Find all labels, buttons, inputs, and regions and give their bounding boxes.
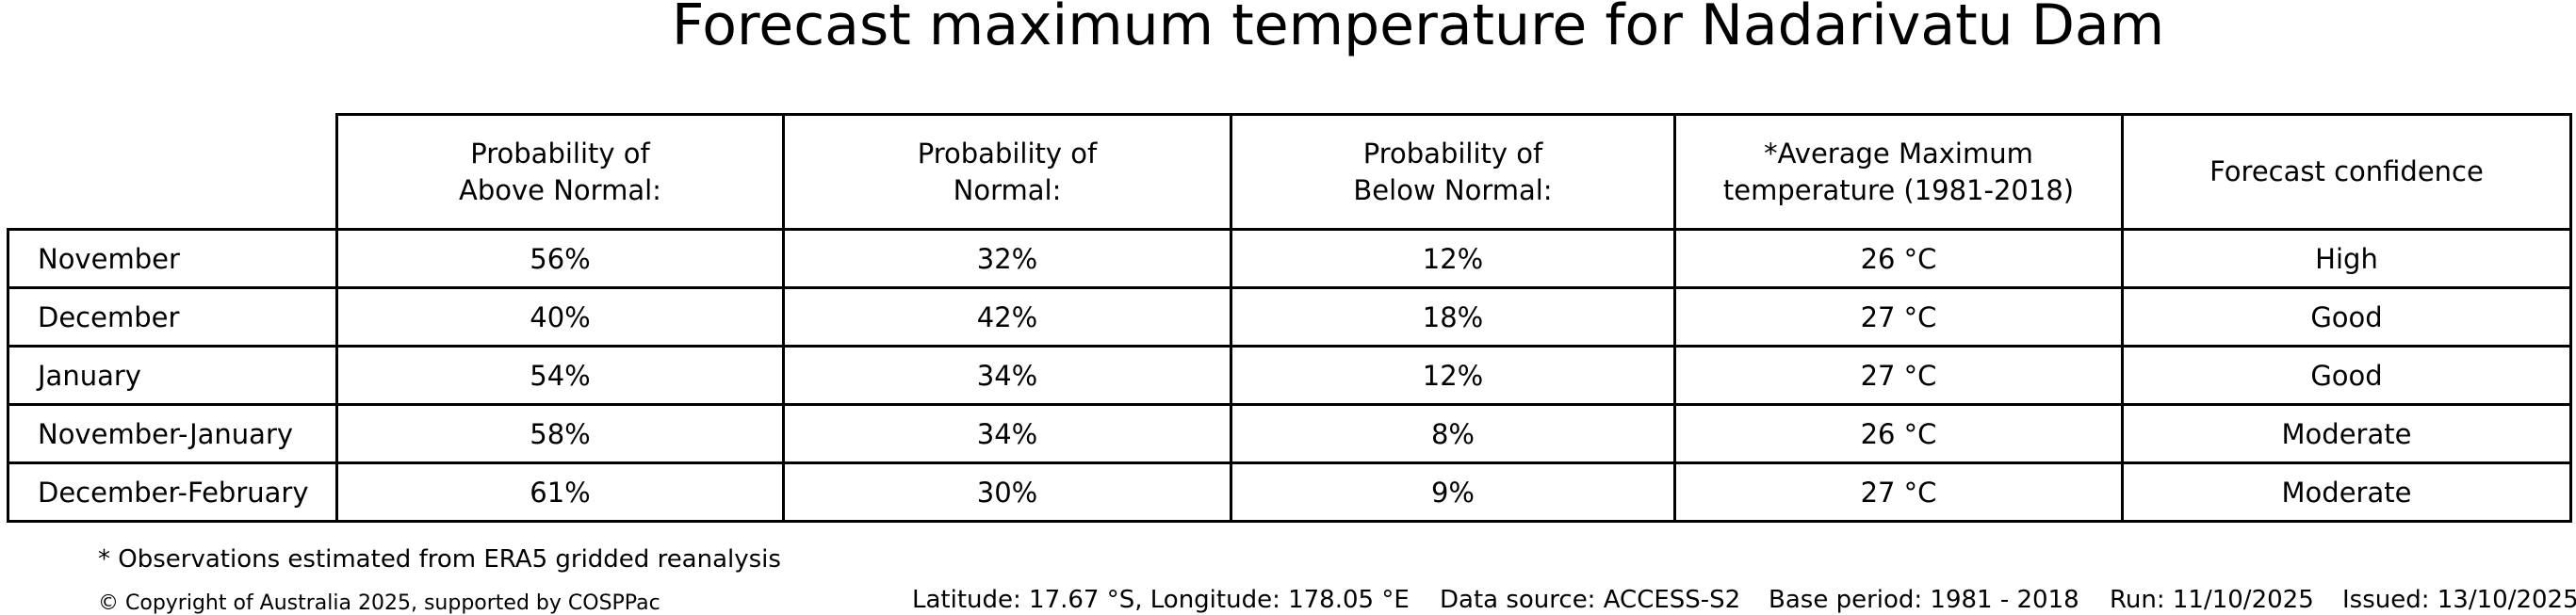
footnote: * Observations estimated from ERA5 gridd… (98, 545, 781, 574)
run-date-text: Run: 11/10/2025 (2110, 586, 2314, 614)
cell-above-normal: 54% (335, 345, 785, 406)
page-title: Forecast maximum temperature for Nadariv… (671, 0, 2165, 58)
location-text: Latitude: 17.67 °S, Longitude: 178.05 °E (912, 586, 1410, 614)
cell-below-normal: 12% (1230, 345, 1676, 406)
table-row: December 40% 42% 18% 27 °C Good (7, 286, 2572, 348)
table-row: December-February 61% 30% 9% 27 °C Moder… (7, 461, 2572, 523)
row-label: December-February (7, 461, 338, 523)
corner-cell (8, 115, 337, 230)
cell-below-normal: 12% (1230, 228, 1676, 289)
cell-normal: 30% (782, 461, 1232, 523)
cell-normal: 34% (782, 403, 1232, 464)
cell-above-normal: 40% (335, 286, 785, 348)
column-header-above-normal: Probability of Above Normal: (335, 113, 785, 231)
cell-below-normal: 18% (1230, 286, 1676, 348)
issued-date-text: Issued: 13/10/2025 (2342, 586, 2576, 614)
cell-average-max-temp: 27 °C (1673, 461, 2124, 523)
column-header-forecast-confidence: Forecast confidence (2121, 113, 2572, 231)
cell-normal: 32% (782, 228, 1232, 289)
cell-above-normal: 58% (335, 403, 785, 464)
cell-average-max-temp: 26 °C (1673, 403, 2124, 464)
column-header-below-normal: Probability of Below Normal: (1230, 113, 1676, 231)
column-header-normal: Probability of Normal: (782, 113, 1232, 231)
cell-average-max-temp: 27 °C (1673, 345, 2124, 406)
row-label: November (7, 228, 338, 289)
copyright-text: © Copyright of Australia 2025, supported… (98, 591, 660, 615)
cell-above-normal: 61% (335, 461, 785, 523)
cell-forecast-confidence: Good (2121, 345, 2572, 406)
table-row: November-January 58% 34% 8% 26 °C Modera… (7, 403, 2572, 464)
cell-forecast-confidence: Moderate (2121, 403, 2572, 464)
cell-forecast-confidence: High (2121, 228, 2572, 289)
row-label: November-January (7, 403, 338, 464)
header-row: Probability of Above Normal: Probability… (8, 113, 2572, 231)
forecast-table: Probability of Above Normal: Probability… (7, 113, 2572, 523)
cell-average-max-temp: 26 °C (1673, 228, 2124, 289)
row-label: December (7, 286, 338, 348)
data-source-text: Data source: ACCESS-S2 (1440, 586, 1741, 614)
table-row: November 56% 32% 12% 26 °C High (7, 228, 2572, 289)
cell-average-max-temp: 27 °C (1673, 286, 2124, 348)
cell-below-normal: 8% (1230, 403, 1676, 464)
cell-above-normal: 56% (335, 228, 785, 289)
cell-below-normal: 9% (1230, 461, 1676, 523)
cell-normal: 42% (782, 286, 1232, 348)
column-header-average-max-temp: *Average Maximum temperature (1981-2018) (1673, 113, 2124, 231)
cell-normal: 34% (782, 345, 1232, 406)
row-label: January (7, 345, 338, 406)
cell-forecast-confidence: Good (2121, 286, 2572, 348)
table-row: January 54% 34% 12% 27 °C Good (7, 345, 2572, 406)
cell-forecast-confidence: Moderate (2121, 461, 2572, 523)
base-period-text: Base period: 1981 - 2018 (1769, 586, 2079, 614)
